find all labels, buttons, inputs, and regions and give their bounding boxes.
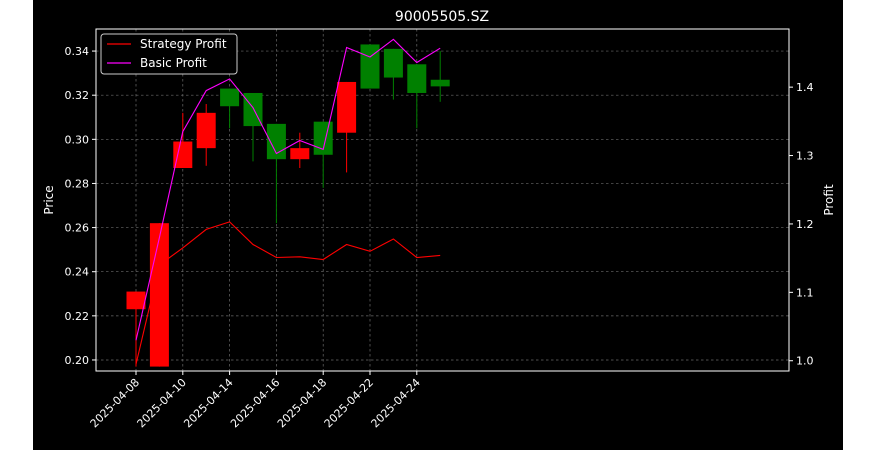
y-left-tick-label: 0.24 (65, 266, 90, 279)
candle-body (220, 88, 240, 107)
candle-body (290, 148, 310, 160)
legend: Strategy Profit Basic Profit (100, 33, 238, 75)
candlestick-chart: 0.200.220.240.260.280.300.320.34 1.01.11… (33, 0, 843, 450)
candle-body (126, 291, 146, 310)
candle-body (196, 112, 216, 149)
candle-body (430, 79, 450, 87)
candle-body (360, 44, 380, 89)
legend-label-basic: Basic Profit (140, 56, 207, 70)
legend-box (100, 33, 238, 75)
y-left-tick-label: 0.26 (65, 222, 90, 235)
profit-lines (135, 38, 441, 365)
basic-profit-line (135, 38, 441, 341)
y-left-tick-label: 0.34 (65, 45, 90, 58)
y-axis-left-label: Price (42, 185, 56, 214)
plot-frame (95, 28, 790, 372)
y-left-tick-label: 0.28 (65, 177, 90, 190)
y-right-tick-label: 1.4 (796, 81, 814, 94)
y-left-tick-label: 0.20 (65, 354, 90, 367)
candle-body (337, 81, 357, 133)
y-right-tick-label: 1.1 (796, 286, 814, 299)
y-axis-right: 1.0 1.1 1.2 1.3 1.4 (789, 81, 814, 368)
candle-body (173, 141, 193, 169)
y-axis-left: 0.20 0.22 0.24 0.26 0.28 0.30 0.32 0.34 (65, 45, 96, 367)
candle-body (407, 64, 427, 93)
chart-panel: 0.20 0.22 0.24 0.26 0.28 0.30 0.32 0.34 1.0 1.1 1… (33, 0, 843, 450)
y-left-tick-label: 0.30 (65, 133, 90, 146)
y-axis-right-label: Profit (822, 184, 836, 216)
y-right-tick-label: 1.3 (796, 150, 814, 163)
y-left-tick-label: 0.22 (65, 310, 90, 323)
y-right-tick-label: 1.2 (796, 218, 814, 231)
strategy-profit-line (135, 221, 441, 365)
legend-label-strategy: Strategy Profit (140, 37, 227, 51)
chart-title: 90005505.SZ (395, 9, 489, 25)
candle-body (383, 48, 403, 78)
y-right-tick-label: 1.0 (796, 355, 814, 368)
y-left-tick-label: 0.32 (65, 89, 90, 102)
